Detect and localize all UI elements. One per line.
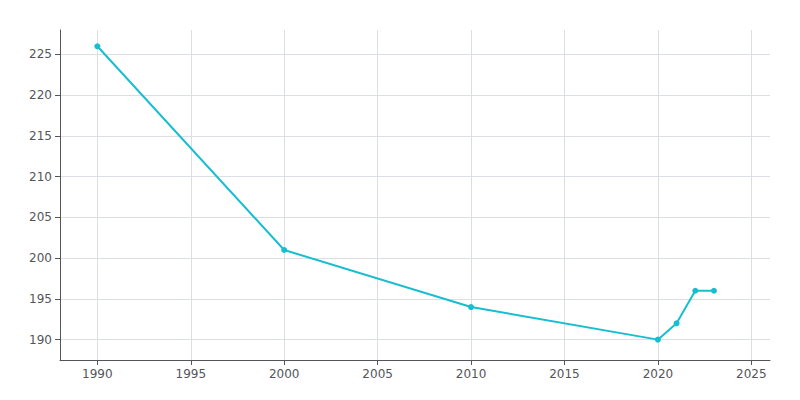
svg-text:1995: 1995 xyxy=(176,367,207,381)
svg-text:205: 205 xyxy=(29,210,52,224)
svg-text:2025: 2025 xyxy=(736,367,767,381)
svg-text:220: 220 xyxy=(29,88,52,102)
svg-text:2010: 2010 xyxy=(456,367,487,381)
svg-text:2020: 2020 xyxy=(643,367,674,381)
svg-text:2000: 2000 xyxy=(269,367,300,381)
svg-text:195: 195 xyxy=(29,292,52,306)
svg-text:2005: 2005 xyxy=(362,367,393,381)
svg-text:200: 200 xyxy=(29,251,52,265)
svg-text:225: 225 xyxy=(29,47,52,61)
svg-text:1990: 1990 xyxy=(82,367,113,381)
svg-text:190: 190 xyxy=(29,333,52,347)
svg-text:215: 215 xyxy=(29,129,52,143)
svg-text:210: 210 xyxy=(29,170,52,184)
svg-text:2015: 2015 xyxy=(549,367,580,381)
